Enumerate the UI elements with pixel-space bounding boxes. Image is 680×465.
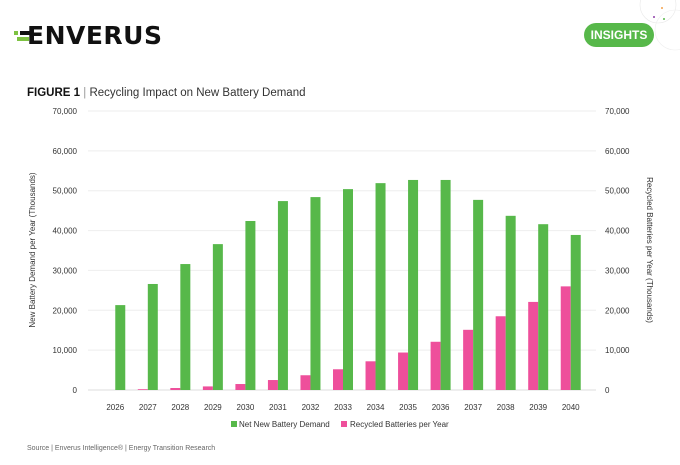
bar-recycled-2035: [398, 352, 409, 390]
x-tick-label: 2040: [562, 403, 580, 412]
y-tick-label-right: 70,000: [605, 107, 630, 116]
y-tick-label-right: 20,000: [605, 306, 630, 315]
x-tick-label: 2039: [529, 403, 547, 412]
bar-recycled-2038: [495, 316, 506, 390]
bar-recycled-2039: [528, 301, 539, 390]
bar-net-new-2034: [375, 183, 386, 390]
bar-net-new-2040: [570, 234, 581, 390]
y-tick-label-left: 10,000: [53, 346, 78, 355]
bar-net-new-2036: [440, 179, 451, 390]
y-tick-label-right: 0: [605, 386, 610, 395]
figure-label: FIGURE 1: [27, 87, 81, 99]
logo-text: ENVERUS: [27, 20, 163, 50]
y-tick-label-right: 40,000: [605, 227, 630, 236]
y-tick-label-right: 60,000: [605, 147, 630, 156]
bar-net-new-2026: [115, 305, 126, 390]
bar-net-new-2031: [277, 201, 288, 390]
bar-net-new-2033: [343, 189, 353, 390]
x-tick-label: 2032: [302, 403, 320, 412]
bar-net-new-2037: [473, 199, 484, 390]
bar-recycled-2040: [560, 286, 571, 390]
y-axis-label-right: Recycled Batteries per Year (Thousands): [645, 177, 654, 323]
bar-recycled-2033: [333, 369, 343, 390]
x-tick-label: 2027: [139, 403, 157, 412]
bar-net-new-2039: [538, 224, 549, 390]
bar-net-new-2032: [310, 197, 321, 390]
figure-separator: |: [83, 87, 87, 99]
legend-label-net-new: Net New Battery Demand: [239, 420, 330, 429]
y-axis-label-left: New Battery Demand per Year (Thousands): [28, 172, 37, 328]
y-tick-label-left: 60,000: [53, 147, 78, 156]
decorative-circles-icon: [639, 0, 680, 51]
x-tick-label: 2033: [334, 403, 352, 412]
figure-title-text: Recycling Impact on New Battery Demand: [89, 87, 306, 99]
x-tick-label: 2034: [367, 403, 385, 412]
y-tick-label-left: 20,000: [53, 306, 78, 315]
x-tick-label: 2029: [204, 403, 222, 412]
bar-recycled-2028: [170, 388, 181, 390]
insights-badge[interactable]: INSIGHTS: [584, 23, 654, 47]
y-tick-label-left: 70,000: [53, 107, 78, 116]
x-tick-label: 2037: [464, 403, 482, 412]
bar-recycled-2027: [137, 389, 148, 390]
bar-net-new-2029: [212, 244, 223, 390]
bar-recycled-2030: [235, 384, 246, 390]
y-tick-label-right: 10,000: [605, 346, 630, 355]
enverus-logo: ENVERUS: [14, 20, 162, 50]
bar-recycled-2032: [300, 375, 311, 390]
y-tick-label-left: 0: [73, 386, 78, 395]
bar-recycled-2029: [202, 386, 213, 390]
bar-recycled-2036: [430, 341, 441, 390]
x-tick-label: 2030: [237, 403, 255, 412]
y-tick-label-right: 50,000: [605, 187, 630, 196]
figure-title: FIGURE 1 | Recycling Impact on New Batte…: [27, 87, 306, 99]
legend-label-recycled: Recycled Batteries per Year: [350, 420, 449, 429]
x-tick-label: 2031: [269, 403, 287, 412]
y-tick-label-right: 30,000: [605, 266, 630, 275]
x-tick-label: 2036: [432, 403, 450, 412]
bar-recycled-2037: [463, 329, 474, 390]
y-tick-label-left: 50,000: [53, 187, 78, 196]
logo-mark-icon: [14, 24, 36, 46]
bar-net-new-2035: [408, 179, 419, 390]
x-tick-label: 2035: [399, 403, 417, 412]
x-tick-label: 2028: [171, 403, 189, 412]
y-tick-label-left: 40,000: [53, 227, 78, 236]
x-tick-label: 2038: [497, 403, 515, 412]
bar-chart: 0 10,000 20,000 30,000 40,000 50,000 60,000 70,…: [28, 107, 654, 429]
bar-net-new-2038: [505, 215, 516, 390]
bar-recycled-2034: [365, 361, 376, 390]
bar-net-new-2027: [147, 283, 158, 390]
bar-net-new-2028: [180, 264, 191, 390]
x-tick-label: 2026: [106, 403, 124, 412]
bar-net-new-2030: [245, 221, 256, 390]
legend-swatch-net-new: [231, 421, 237, 427]
source-note: Source | Enverus Intelligence® | Energy …: [27, 445, 216, 452]
legend: Net New Battery Demand Recycled Batterie…: [231, 420, 449, 429]
y-tick-label-left: 30,000: [53, 266, 78, 275]
legend-swatch-recycled: [341, 421, 347, 427]
bar-recycled-2031: [267, 380, 278, 390]
